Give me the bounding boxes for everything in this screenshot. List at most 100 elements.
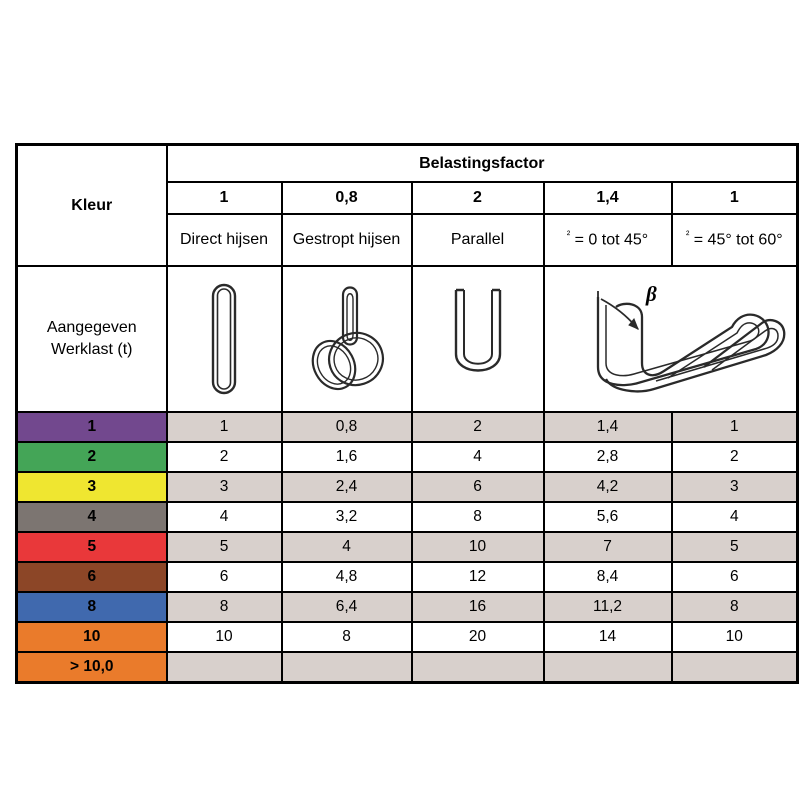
pictogram-cell-parallel — [410, 265, 545, 413]
factor-value-5: 1 — [729, 189, 739, 206]
load-value: 4 — [342, 538, 351, 555]
description-label-1: Direct hijsen — [179, 230, 269, 248]
color-swatch-label: 6 — [87, 568, 97, 585]
load-value: 5 — [219, 538, 229, 555]
load-value-cell: 7 — [542, 531, 673, 563]
load-value-cell: 8 — [165, 591, 283, 623]
factor-value-4: 1,4 — [596, 189, 619, 206]
load-value: 2 — [729, 448, 739, 465]
load-value: 20 — [468, 628, 487, 645]
factor-cell-1: 1 — [165, 181, 283, 215]
load-value-cell: 20 — [410, 621, 545, 653]
pictogram-cell-v-angle: β — [542, 265, 799, 413]
color-swatch-label: 8 — [87, 598, 97, 615]
load-value-cell — [542, 651, 673, 684]
load-value-cell: 0,8 — [280, 411, 413, 443]
color-swatch-cell: 4 — [15, 501, 168, 533]
load-value-cell: 12 — [410, 561, 545, 593]
load-value-cell: 5 — [165, 531, 283, 563]
load-value-cell: 2 — [165, 441, 283, 473]
load-value: 6,4 — [335, 598, 358, 615]
color-swatch-label: 5 — [87, 538, 97, 555]
color-swatch-cell: 5 — [15, 531, 168, 563]
load-value: 3 — [219, 478, 229, 495]
load-value-cell: 10 — [165, 621, 283, 653]
load-value: 14 — [598, 628, 617, 645]
load-value: 1 — [729, 418, 739, 435]
table-row: 1 1 0,8 2 1,4 1 — [15, 411, 799, 443]
load-value-cell: 6 — [670, 561, 799, 593]
description-cell-5: ² = 45° tot 60° — [670, 213, 799, 267]
load-value: 1,4 — [596, 418, 619, 435]
description-label-5: = 45° tot 60° — [693, 231, 783, 249]
pictogram-cell-choked — [280, 265, 413, 413]
load-value-cell: 5 — [670, 531, 799, 563]
factor-value-3: 2 — [473, 189, 482, 206]
load-value: 4,8 — [335, 568, 358, 585]
load-value-cell — [670, 651, 799, 684]
load-value-cell: 6 — [165, 561, 283, 593]
straight-sling-icon — [168, 270, 281, 408]
load-value-cell: 16 — [410, 591, 545, 623]
load-value: 12 — [468, 568, 487, 585]
kleur-header-cell: Kleur — [15, 143, 168, 267]
beta-symbol-4: ² — [566, 230, 571, 242]
load-value-cell: 3,2 — [280, 501, 413, 533]
description-label-2: Gestropt hijsen — [292, 230, 401, 248]
load-value-cell: 4,8 — [280, 561, 413, 593]
load-value-cell: 1,6 — [280, 441, 413, 473]
load-value-cell — [410, 651, 545, 684]
belastingsfactor-label: Belastingsfactor — [419, 154, 545, 172]
load-factor-table: Kleur Belastingsfactor 1 0,8 2 1,4 1 Dir… — [15, 143, 800, 684]
header-title-row: Kleur Belastingsfactor — [15, 143, 799, 267]
factor-cell-2: 0,8 — [280, 181, 413, 215]
load-value-cell: 1 — [670, 411, 799, 443]
load-value: 8 — [473, 508, 482, 525]
table-row: 2 2 1,6 4 2,8 2 — [15, 441, 799, 473]
color-swatch-cell: > 10,0 — [15, 651, 168, 684]
load-value-cell: 1 — [165, 411, 283, 443]
load-value-cell: 5,6 — [542, 501, 673, 533]
color-swatch-label: > 10,0 — [69, 658, 114, 675]
description-cell-1: Direct hijsen — [165, 213, 283, 267]
factor-cell-3: 2 — [410, 181, 545, 215]
load-value: 2,4 — [335, 478, 358, 495]
werklast-label-cell: Aangegeven Werklast (t) — [15, 265, 168, 413]
belastingsfactor-header-cell: Belastingsfactor — [165, 143, 799, 183]
load-value: 4 — [219, 508, 229, 525]
color-swatch-label: 3 — [87, 478, 97, 495]
load-value: 4 — [729, 508, 739, 525]
load-value-cell: 3 — [670, 471, 799, 503]
load-value: 16 — [468, 598, 487, 615]
werklast-label-line2: Werklast (t) — [51, 341, 133, 358]
load-value-cell: 2,8 — [542, 441, 673, 473]
color-swatch-cell: 1 — [15, 411, 168, 443]
load-value: 6 — [219, 568, 229, 585]
load-value-cell: 4 — [280, 531, 413, 563]
color-swatch-label: 4 — [87, 508, 97, 525]
load-value-cell: 11,2 — [542, 591, 673, 623]
load-value: 8 — [729, 598, 739, 615]
factor-value-1: 1 — [219, 189, 229, 206]
description-label-3: Parallel — [450, 230, 505, 248]
load-value-cell: 8,4 — [542, 561, 673, 593]
load-value: 2 — [219, 448, 229, 465]
load-value: 11,2 — [592, 598, 623, 615]
load-value: 2,8 — [596, 448, 619, 465]
load-value-cell — [165, 651, 283, 684]
description-cell-3: Parallel — [410, 213, 545, 267]
description-label-4: = 0 tot 45° — [574, 231, 649, 249]
load-value-cell: 2 — [410, 411, 545, 443]
table-row: > 10,0 — [15, 651, 799, 684]
color-swatch-cell: 3 — [15, 471, 168, 503]
table-row: 10 10 8 20 14 10 — [15, 621, 799, 653]
load-value: 2 — [473, 418, 482, 435]
factor-description-row: Direct hijsen Gestropt hijsen Parallel ²… — [17, 213, 799, 267]
load-value-cell: 4,2 — [542, 471, 673, 503]
load-value-cell: 6,4 — [280, 591, 413, 623]
table-row: 8 8 6,4 16 11,2 8 — [15, 591, 799, 623]
factor-cell-5: 1 — [670, 181, 799, 215]
description-cell-4: ² = 0 tot 45° — [542, 213, 673, 267]
load-value: 10 — [725, 628, 743, 645]
load-value: 7 — [603, 538, 612, 555]
